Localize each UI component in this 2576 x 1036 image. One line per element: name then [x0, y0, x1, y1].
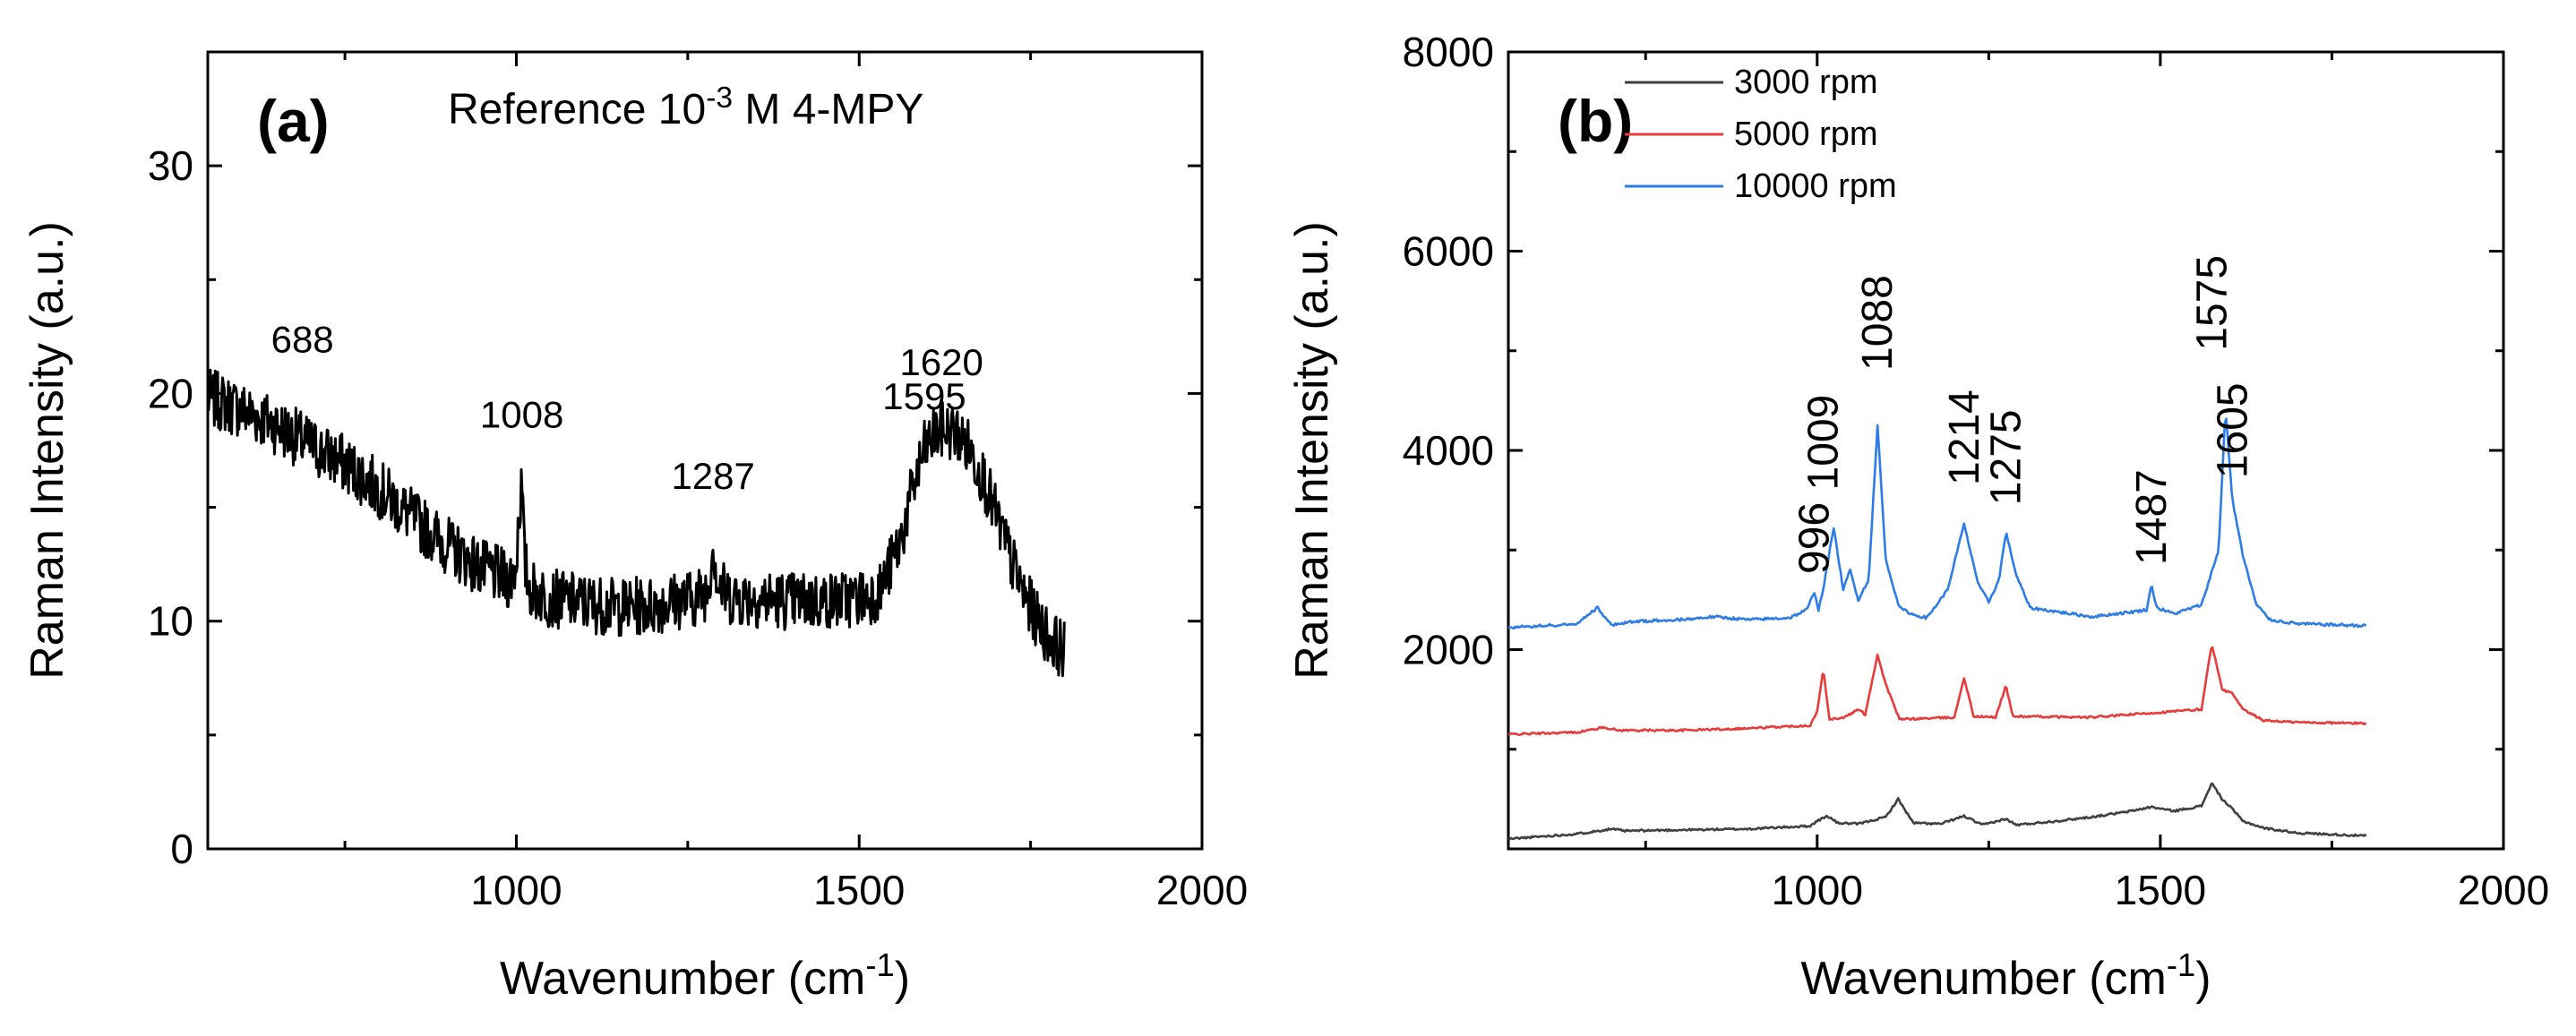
panel-label: (a) [257, 88, 330, 154]
y-tick-label: 10 [148, 598, 193, 645]
peak-label: 1575 [2188, 255, 2236, 351]
peak-label: 996 [1791, 502, 1839, 574]
y-axis-title: Raman Intensity (a.u.) [21, 221, 73, 680]
peak-label: 1287 [671, 455, 754, 497]
x-axis-title: Wavenumber (cm-1) [1800, 946, 2211, 1006]
peak-label: 1009 [1800, 395, 1848, 491]
legend-label: 3000 rpm [1734, 64, 1878, 101]
x-tick-label: 2000 [2458, 867, 2549, 913]
peak-label: 1275 [1983, 409, 2031, 505]
x-axis-title: Wavenumber (cm-1) [500, 946, 910, 1006]
series-line [206, 368, 1066, 678]
y-tick-label: 8000 [1403, 29, 1494, 75]
x-tick-label: 1500 [2115, 867, 2206, 913]
y-tick-label: 30 [148, 142, 193, 189]
y-tick-label: 20 [148, 370, 193, 416]
peak-label: 1487 [2128, 469, 2176, 565]
peak-label: 1605 [2209, 382, 2256, 478]
series-line-10000-rpm [1507, 417, 2367, 630]
chart-panel-a: 1000 1500 2000 0 10 20 30 Wavenumber (cm-1) Rama… [21, 50, 1248, 1006]
chart-title: Reference 10-3 M 4-MPY [448, 81, 923, 134]
peak-label: 688 [271, 319, 334, 361]
peak-label: 1595 [882, 375, 966, 417]
x-tick-label: 1500 [813, 867, 905, 913]
series-line-3000-rpm [1507, 782, 2367, 841]
y-tick-label: 2000 [1403, 627, 1494, 673]
y-tick-label: 6000 [1403, 228, 1494, 275]
y-tick-label: 0 [170, 826, 193, 872]
peak-label: 1620 [899, 341, 983, 383]
series-line-5000-rpm [1507, 646, 2367, 736]
peak-label: 1214 [1941, 390, 1988, 485]
legend-label: 5000 rpm [1734, 116, 1878, 153]
x-tick-label: 1000 [470, 867, 562, 913]
chart-panel-b: 1000 1500 2000 2000 4000 6000 8000 Wavenumber (… [1286, 29, 2549, 1005]
legend-label: 10000 rpm [1734, 167, 1897, 205]
y-axis-title: Raman Intensity (a.u.) [1286, 221, 1338, 680]
panel-label: (b) [1558, 88, 1633, 154]
y-tick-label: 4000 [1403, 427, 1494, 474]
peak-label: 1008 [480, 394, 563, 436]
peak-label: 1088 [1854, 275, 1902, 371]
x-tick-label: 1000 [1772, 867, 1863, 913]
plot-frame [206, 50, 1204, 851]
x-tick-label: 2000 [1156, 867, 1248, 913]
